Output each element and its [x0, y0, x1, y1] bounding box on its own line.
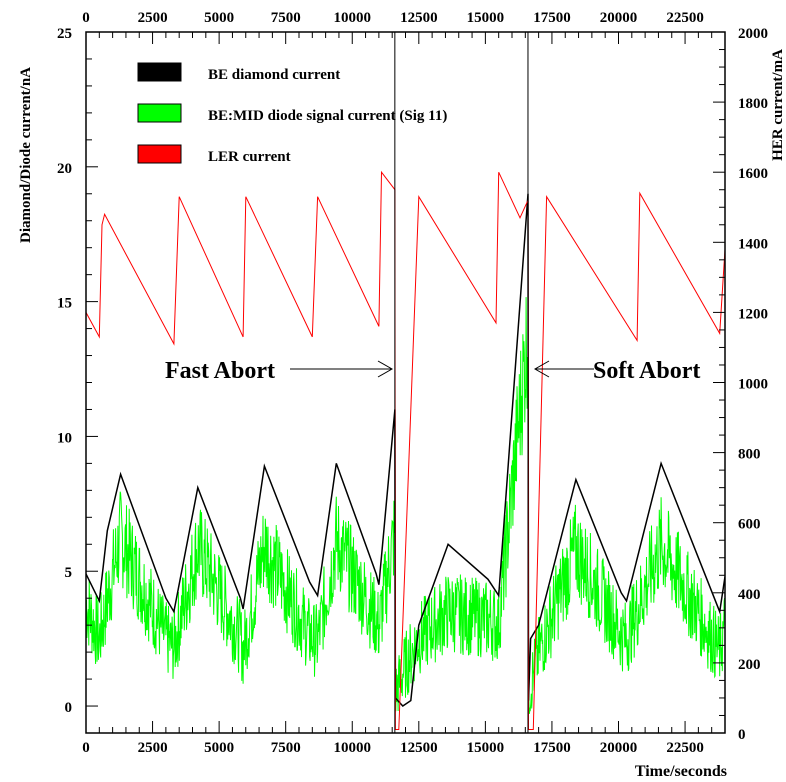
y-right-tick-label: 800 [738, 447, 761, 463]
y-left-tick-label: 0 [65, 700, 73, 716]
legend-label-diamond: BE diamond current [208, 67, 340, 83]
legend-swatch-ler [137, 144, 182, 164]
annotation-fast-abort: Fast Abort [165, 358, 394, 384]
x-tick-label-top: 5000 [204, 10, 234, 26]
legend-label-ler: LER current [208, 149, 291, 165]
legend: BE diamond current BE:MID diode signal c… [137, 62, 447, 165]
y-right-tick-label: 200 [738, 657, 761, 673]
x-tick-label-top: 7500 [271, 10, 301, 26]
series-line-ler [86, 170, 725, 730]
x-tick-label-bottom: 12500 [400, 740, 438, 756]
marks-layer [86, 32, 725, 733]
x-tick-label-top: 2500 [138, 10, 168, 26]
x-tick-label-top: 10000 [334, 10, 372, 26]
y-right-tick-label: 1400 [738, 236, 768, 252]
x-tick-label-bottom: 2500 [138, 740, 168, 756]
x-tick-label-bottom: 20000 [600, 740, 638, 756]
x-tick-label-bottom: 10000 [334, 740, 372, 756]
y-left-tick-label: 20 [57, 161, 72, 177]
y-axis-label-left: Diamond/Diode current/nA [18, 67, 34, 243]
y-right-tick-label: 1000 [738, 377, 768, 393]
x-tick-label-top: 22500 [666, 10, 704, 26]
y-left-tick-label: 5 [65, 565, 73, 581]
x-tick-label-bottom: 22500 [666, 740, 704, 756]
series-line-diode [86, 297, 725, 714]
x-axis-label: Time/seconds [635, 763, 727, 780]
annotation-soft-abort-arrowhead [533, 360, 550, 378]
annotation-fast-abort-text: Fast Abort [165, 358, 275, 384]
x-tick-label-top: 20000 [600, 10, 638, 26]
x-tick-label-bottom: 15000 [467, 740, 505, 756]
y-left-tick-label: 10 [57, 430, 72, 446]
y-right-tick-label: 400 [738, 587, 761, 603]
annotation-soft-abort-text: Soft Abort [593, 358, 700, 384]
x-tick-label-top: 17500 [533, 10, 571, 26]
legend-swatch-diamond [137, 62, 182, 82]
x-tick-label-top: 15000 [467, 10, 505, 26]
y-left-tick-label: 25 [57, 26, 72, 42]
y-right-tick-label: 1600 [738, 166, 768, 182]
annotation-soft-abort: Soft Abort [533, 358, 700, 384]
y-right-tick-label: 0 [738, 727, 746, 743]
x-tick-label-top: 0 [82, 10, 90, 26]
x-tick-label-bottom: 7500 [271, 740, 301, 756]
x-tick-label-bottom: 17500 [533, 740, 571, 756]
y-left-tick-label: 15 [57, 296, 72, 312]
legend-label-diode: BE:MID diode signal current (Sig 11) [208, 108, 447, 124]
y-right-tick-label: 1200 [738, 306, 768, 322]
x-tick-label-top: 12500 [400, 10, 438, 26]
ticks-layer: 0025002500500050007500750010000100001250… [57, 10, 768, 756]
annotation-fast-abort-arrowhead [377, 360, 394, 378]
y-right-tick-label: 2000 [738, 26, 768, 42]
legend-swatch-diode [137, 103, 182, 123]
y-axis-label-right: HER current/mA [770, 49, 786, 161]
y-right-tick-label: 1800 [738, 96, 768, 112]
x-tick-label-bottom: 0 [82, 740, 90, 756]
x-tick-label-bottom: 5000 [204, 740, 234, 756]
y-right-tick-label: 600 [738, 517, 761, 533]
